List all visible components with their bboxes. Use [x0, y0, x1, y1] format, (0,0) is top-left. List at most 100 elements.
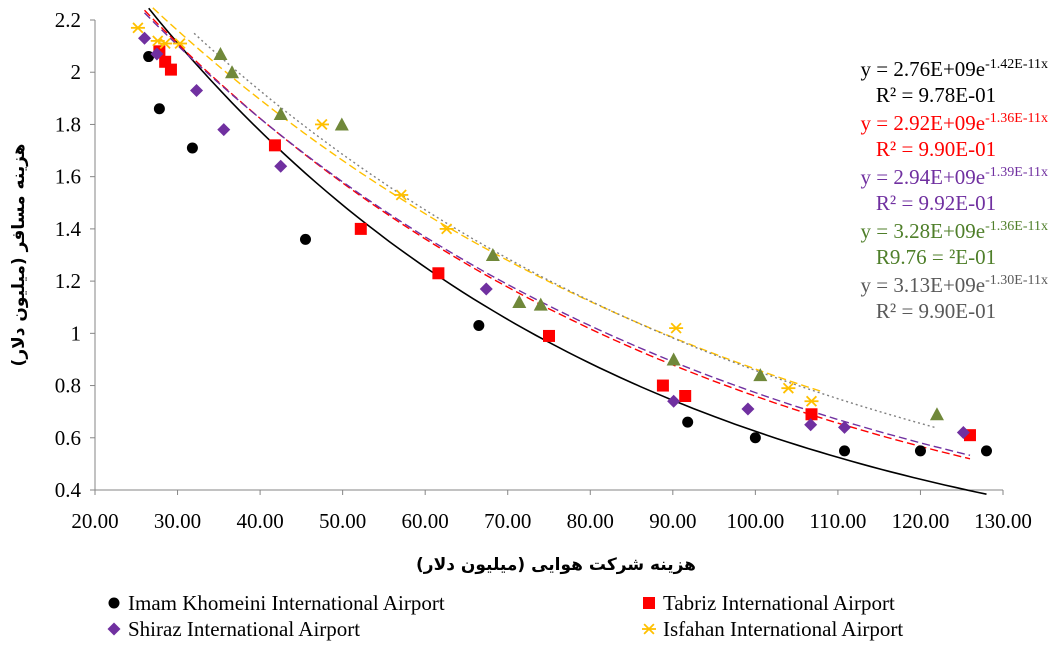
data-point: [512, 295, 527, 308]
data-point: [164, 63, 177, 76]
y-tick-label: 1.6: [55, 165, 81, 189]
x-axis-title: هزینه شرکت هوایی (میلیون دلار): [416, 555, 696, 575]
data-point: [153, 103, 165, 115]
y-tick-label: 1.8: [55, 112, 81, 136]
trend-equation: y = 2.76E+09e-1.42E-11x: [861, 57, 1048, 81]
data-point: [394, 189, 409, 201]
data-point: [781, 382, 796, 394]
data-point: [225, 65, 240, 79]
trendline: [143, 9, 971, 460]
data-point: [679, 390, 692, 402]
legend-label: Shiraz International Airport: [128, 617, 360, 641]
data-point: [299, 233, 311, 245]
data-point: [667, 394, 681, 408]
data-point: [543, 329, 555, 342]
data-point: [158, 37, 173, 50]
data-point: [274, 159, 288, 173]
data-point: [666, 352, 681, 366]
data-point: [213, 46, 228, 60]
data-point: [656, 379, 669, 392]
data-point: [315, 118, 329, 130]
y-tick-label: 1.2: [55, 269, 81, 293]
trend-r-squared: R² = 9.90E-01: [876, 299, 996, 323]
data-point: [130, 22, 145, 34]
data-point: [186, 142, 198, 154]
data-points: [130, 22, 992, 457]
legend: Imam Khomeini International Airport Tabri…: [107, 591, 903, 641]
data-point: [741, 402, 755, 416]
x-tick-label: 80.00: [567, 509, 614, 533]
data-point: [805, 408, 818, 421]
trend-r-squared: R² = 9.78E-01: [876, 83, 996, 107]
x-tick-label: 20.00: [71, 509, 118, 533]
trend-r-squared: R² = 9.90E-01: [876, 137, 996, 161]
data-point: [138, 31, 152, 45]
data-point: [533, 297, 548, 311]
y-tick-label: 2: [71, 60, 82, 84]
trend-equation: y = 3.28E+09e-1.36E-11x: [861, 219, 1048, 243]
y-tick-label: 0.6: [55, 426, 81, 450]
data-point: [929, 407, 944, 421]
data-point: [804, 418, 818, 432]
legend-label: Tabriz International Airport: [663, 591, 895, 615]
trend-r-squared: R9.76 = ²E-01: [876, 245, 996, 269]
data-point: [268, 139, 281, 152]
data-point: [682, 416, 694, 428]
legend-marker: [108, 597, 120, 609]
y-tick-label: 0.8: [55, 374, 81, 398]
data-point: [273, 107, 288, 120]
data-point: [914, 445, 926, 457]
trend-equation: y = 2.92E+09e-1.36E-11x: [861, 111, 1048, 135]
trendline: [144, 12, 971, 456]
trendline: [193, 32, 938, 429]
trendline: [152, 7, 822, 393]
data-point: [217, 123, 231, 137]
legend-label: Imam Khomeini International Airport: [128, 591, 445, 615]
y-tick-label: 2.2: [55, 8, 81, 32]
trendline: [148, 7, 987, 495]
y-tick-label: 1: [71, 321, 82, 345]
data-point: [980, 445, 992, 457]
x-tick-label: 130.00: [974, 509, 1032, 533]
data-point: [354, 222, 367, 235]
data-point: [473, 320, 485, 331]
x-tick-label: 90.00: [649, 509, 696, 533]
x-tick-label: 40.00: [236, 509, 283, 533]
x-tick-label: 100.00: [726, 509, 784, 533]
axes: 20.00 30.00 40.00 50.00 60.00 70.00 80.00 90.00…: [55, 8, 1032, 533]
x-tick-label: 60.00: [402, 509, 449, 533]
data-point: [150, 47, 164, 61]
data-point: [838, 420, 852, 434]
data-point: [753, 368, 768, 382]
x-tick-label: 110.00: [809, 509, 866, 533]
y-tick-label: 0.4: [55, 478, 82, 502]
trend-r-squared: R² = 9.92E-01: [876, 191, 996, 215]
trend-equation: y = 3.13E+09e-1.30E-11x: [861, 273, 1048, 297]
data-point: [432, 267, 445, 280]
trend-equation: y = 2.94E+09e-1.39E-11x: [861, 165, 1048, 189]
data-point: [439, 223, 454, 235]
x-tick-label: 30.00: [154, 509, 201, 533]
data-point: [479, 282, 493, 296]
x-tick-label: 70.00: [484, 509, 531, 533]
x-tick-label: 50.00: [319, 509, 366, 533]
data-point: [334, 117, 349, 131]
y-tick-label: 1.4: [55, 217, 82, 241]
data-point: [485, 248, 500, 261]
legend-marker: [642, 623, 656, 635]
data-point: [804, 395, 819, 407]
data-point: [749, 432, 761, 444]
data-point: [956, 426, 970, 440]
legend-marker: [643, 597, 655, 609]
data-point: [173, 37, 188, 50]
x-tick-label: 120.00: [892, 509, 950, 533]
data-point: [669, 322, 684, 334]
y-axis-title: هزینه مسافر (میلیون دلار): [9, 144, 29, 367]
data-point: [839, 445, 851, 457]
trendlines: [143, 7, 987, 495]
legend-label: Isfahan International Airport: [663, 617, 903, 641]
data-point: [190, 84, 204, 97]
legend-marker: [107, 622, 121, 636]
